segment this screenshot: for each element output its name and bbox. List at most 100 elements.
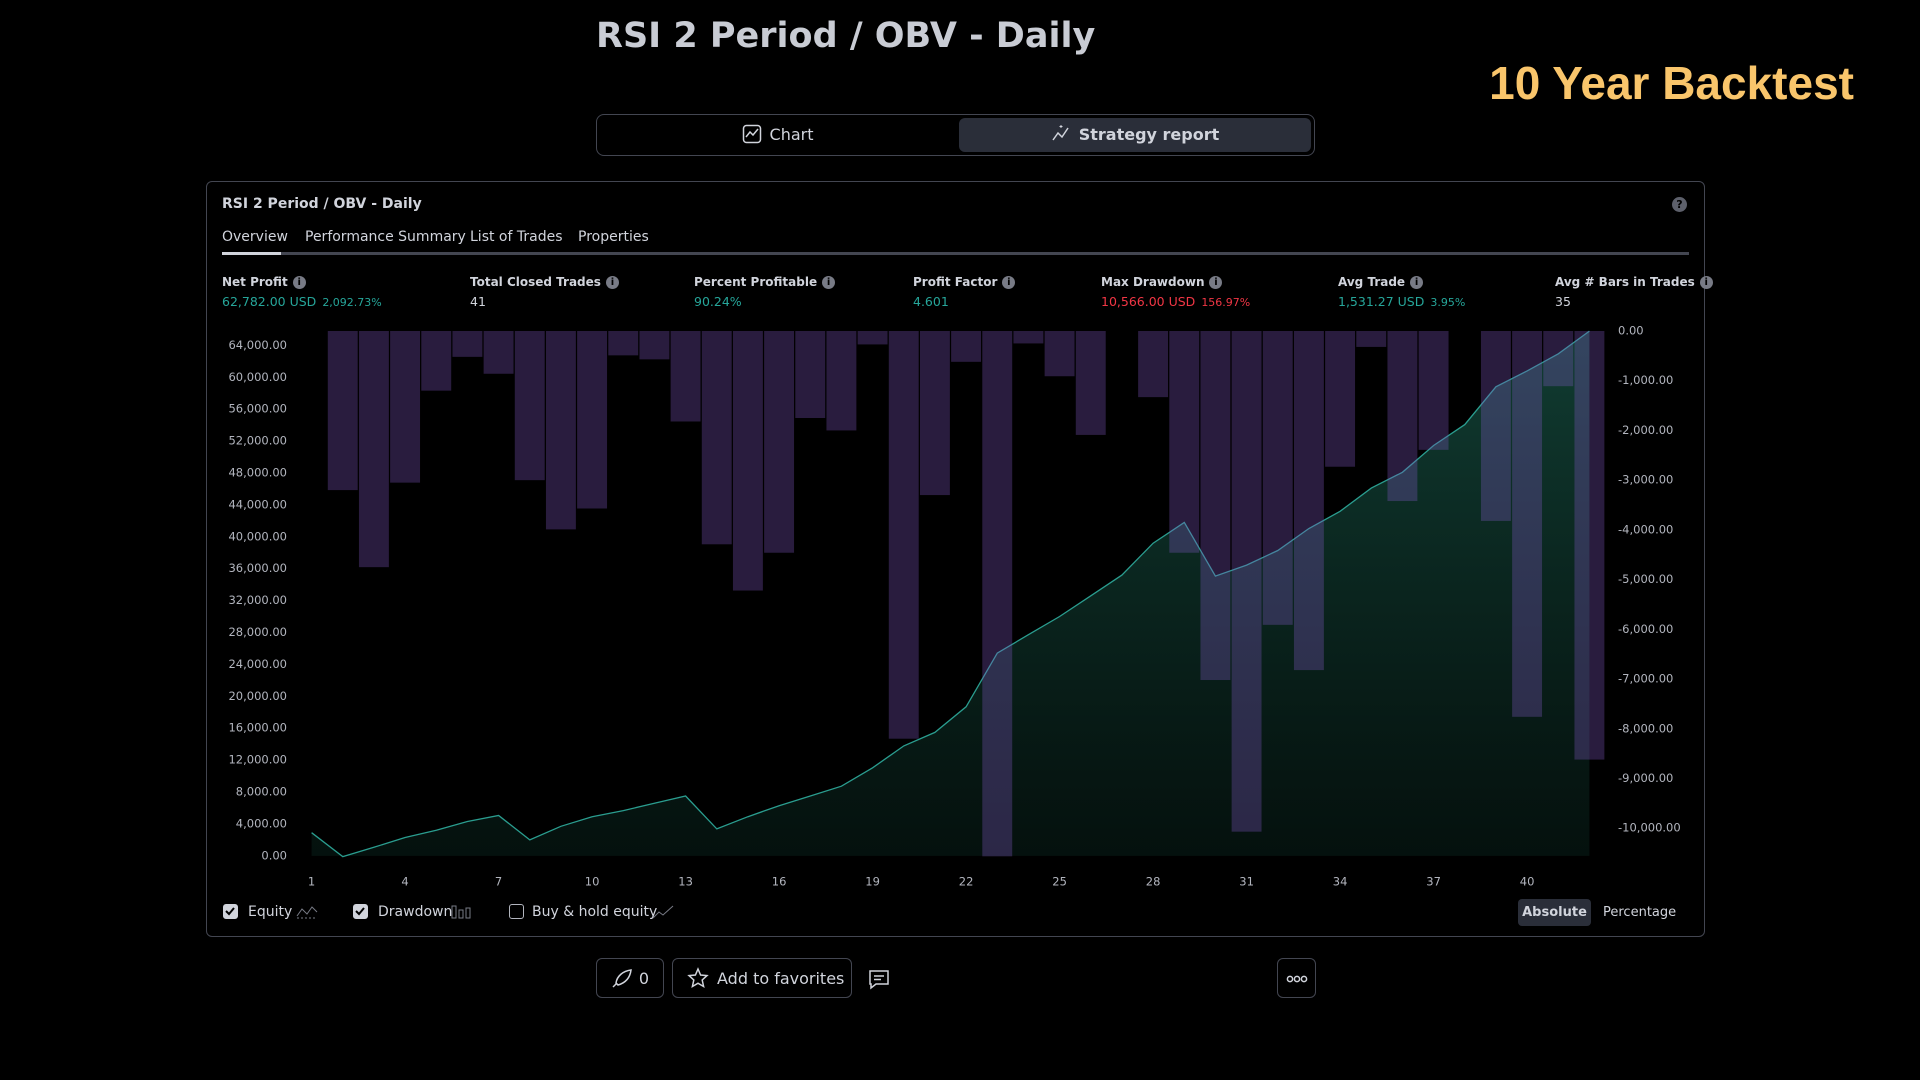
y2-tick-label: -3,000.00 — [1618, 473, 1673, 487]
help-icon[interactable]: ? — [1672, 197, 1687, 212]
drawdown-bar — [1169, 331, 1200, 553]
x-tick-label: 37 — [1426, 875, 1441, 889]
drawdown-bar — [732, 331, 763, 591]
drawdown-bar — [1044, 331, 1075, 377]
stat-value: 62,782.00 USD 2,092.73% — [222, 294, 382, 309]
drawdown-bar — [670, 331, 701, 422]
y2-tick-label: -4,000.00 — [1618, 522, 1673, 536]
info-icon[interactable]: i — [1209, 276, 1223, 289]
tab-label: Chart — [769, 125, 814, 144]
buy-hold-checkbox[interactable] — [509, 904, 524, 919]
stat-label: Avg Trade i — [1338, 275, 1424, 289]
drawdown-bar — [545, 331, 576, 530]
drawdown-bar — [1262, 331, 1293, 625]
mode-percentage[interactable]: Percentage — [1603, 905, 1677, 920]
drawdown-bar — [390, 331, 421, 483]
y-tick-label: 32,000.00 — [228, 593, 287, 607]
x-tick-label: 19 — [865, 875, 880, 889]
x-tick-label: 16 — [772, 875, 787, 889]
x-tick-label: 31 — [1239, 875, 1254, 889]
chart-tab[interactable]: Chart — [600, 118, 955, 152]
y-tick-label: 64,000.00 — [228, 338, 287, 352]
report-tab[interactable]: Performance Summary — [305, 229, 466, 245]
strategy-icon — [1052, 125, 1069, 141]
stat-label: Net Profit i — [222, 275, 306, 289]
equity-checkbox[interactable] — [223, 904, 238, 919]
drawdown-bar — [421, 331, 452, 391]
drawdown-bar — [919, 331, 950, 496]
equity-area — [311, 331, 1590, 857]
y-tick-label: 44,000.00 — [228, 497, 287, 511]
y2-tick-label: -1,000.00 — [1618, 373, 1673, 387]
info-icon[interactable]: i — [605, 276, 619, 289]
y-tick-label: 48,000.00 — [228, 465, 287, 479]
stat-label-text: Max Drawdown — [1101, 275, 1205, 289]
y2-tick-label: -8,000.00 — [1618, 721, 1673, 735]
y2-tick-label: -5,000.00 — [1618, 572, 1673, 586]
stat-value-text: 1,531.27 USD — [1338, 294, 1425, 309]
drawdown-toggle-label: Drawdown — [378, 904, 453, 920]
x-tick-label: 40 — [1520, 875, 1535, 889]
tab-rule — [222, 252, 1689, 255]
drawdown-bar — [1574, 331, 1605, 760]
info-icon[interactable]: i — [1699, 276, 1713, 289]
y-tick-label: 0.00 — [261, 848, 287, 862]
stat-value-text: 4.601 — [913, 294, 949, 309]
drawdown-bar — [483, 331, 514, 374]
y-tick-label: 8,000.00 — [236, 785, 287, 799]
info-icon[interactable]: i — [822, 276, 836, 289]
y-tick-label: 24,000.00 — [228, 657, 287, 671]
report-tab[interactable]: Overview — [222, 229, 288, 245]
more-button[interactable] — [1277, 958, 1316, 998]
drawdown-bar — [982, 331, 1013, 857]
y2-tick-label: -7,000.00 — [1618, 672, 1673, 686]
rocket-icon — [612, 969, 632, 988]
stat-value-text: 10,566.00 USD — [1101, 294, 1196, 309]
drawdown-bar — [358, 331, 389, 568]
boost-button[interactable]: 0 — [596, 958, 664, 998]
x-tick-label: 22 — [959, 875, 974, 889]
check-mark — [225, 907, 235, 916]
report-tab[interactable]: Properties — [578, 229, 649, 245]
drawdown-icon — [451, 905, 471, 919]
stat-extra: 3.95% — [1430, 296, 1466, 309]
drawdown-bar — [888, 331, 919, 739]
y-tick-label: 60,000.00 — [228, 370, 287, 384]
strategy-tab[interactable]: Strategy report — [959, 118, 1311, 152]
stat-value: 35 — [1555, 294, 1571, 309]
report-tab[interactable]: List of Trades — [470, 229, 563, 245]
comment-button[interactable] — [867, 967, 891, 991]
x-tick-label: 28 — [1146, 875, 1161, 889]
stat-label: Percent Profitable i — [694, 275, 836, 289]
y2-tick-label: -10,000.00 — [1618, 821, 1681, 835]
x-tick-label: 34 — [1333, 875, 1348, 889]
check-mark — [355, 907, 365, 916]
stat-value-text: 90.24% — [694, 294, 742, 309]
stat-label: Total Closed Trades i — [470, 275, 619, 289]
x-tick-label: 13 — [678, 875, 693, 889]
drawdown-bar — [1231, 331, 1262, 832]
tab-label: Strategy report — [1078, 125, 1220, 144]
stat-label-text: Total Closed Trades — [470, 275, 601, 289]
info-icon[interactable]: i — [292, 276, 306, 289]
equity-icon — [296, 906, 318, 919]
drawdown-bar — [608, 331, 639, 356]
report-title: RSI 2 Period / OBV - Daily — [222, 196, 422, 212]
drawdown-checkbox[interactable] — [353, 904, 368, 919]
dots-icon — [1286, 975, 1307, 983]
y-tick-label: 52,000.00 — [228, 434, 287, 448]
stat-value: 41 — [470, 294, 486, 309]
info-icon[interactable]: i — [1410, 276, 1424, 289]
drawdown-bar — [1293, 331, 1324, 671]
stat-value: 10,566.00 USD 156.97% — [1101, 294, 1250, 309]
mode-absolute[interactable]: Absolute — [1518, 899, 1591, 926]
y-tick-label: 36,000.00 — [228, 561, 287, 575]
drawdown-bar — [1200, 331, 1231, 681]
y-tick-label: 16,000.00 — [228, 721, 287, 735]
drawdown-bar — [1543, 331, 1574, 387]
favorites-button[interactable]: Add to favorites — [672, 958, 852, 998]
y-tick-label: 20,000.00 — [228, 689, 287, 703]
buy-hold-label: Buy & hold equity — [532, 904, 658, 920]
info-icon[interactable]: i — [1002, 276, 1016, 289]
y2-tick-label: -9,000.00 — [1618, 771, 1673, 785]
